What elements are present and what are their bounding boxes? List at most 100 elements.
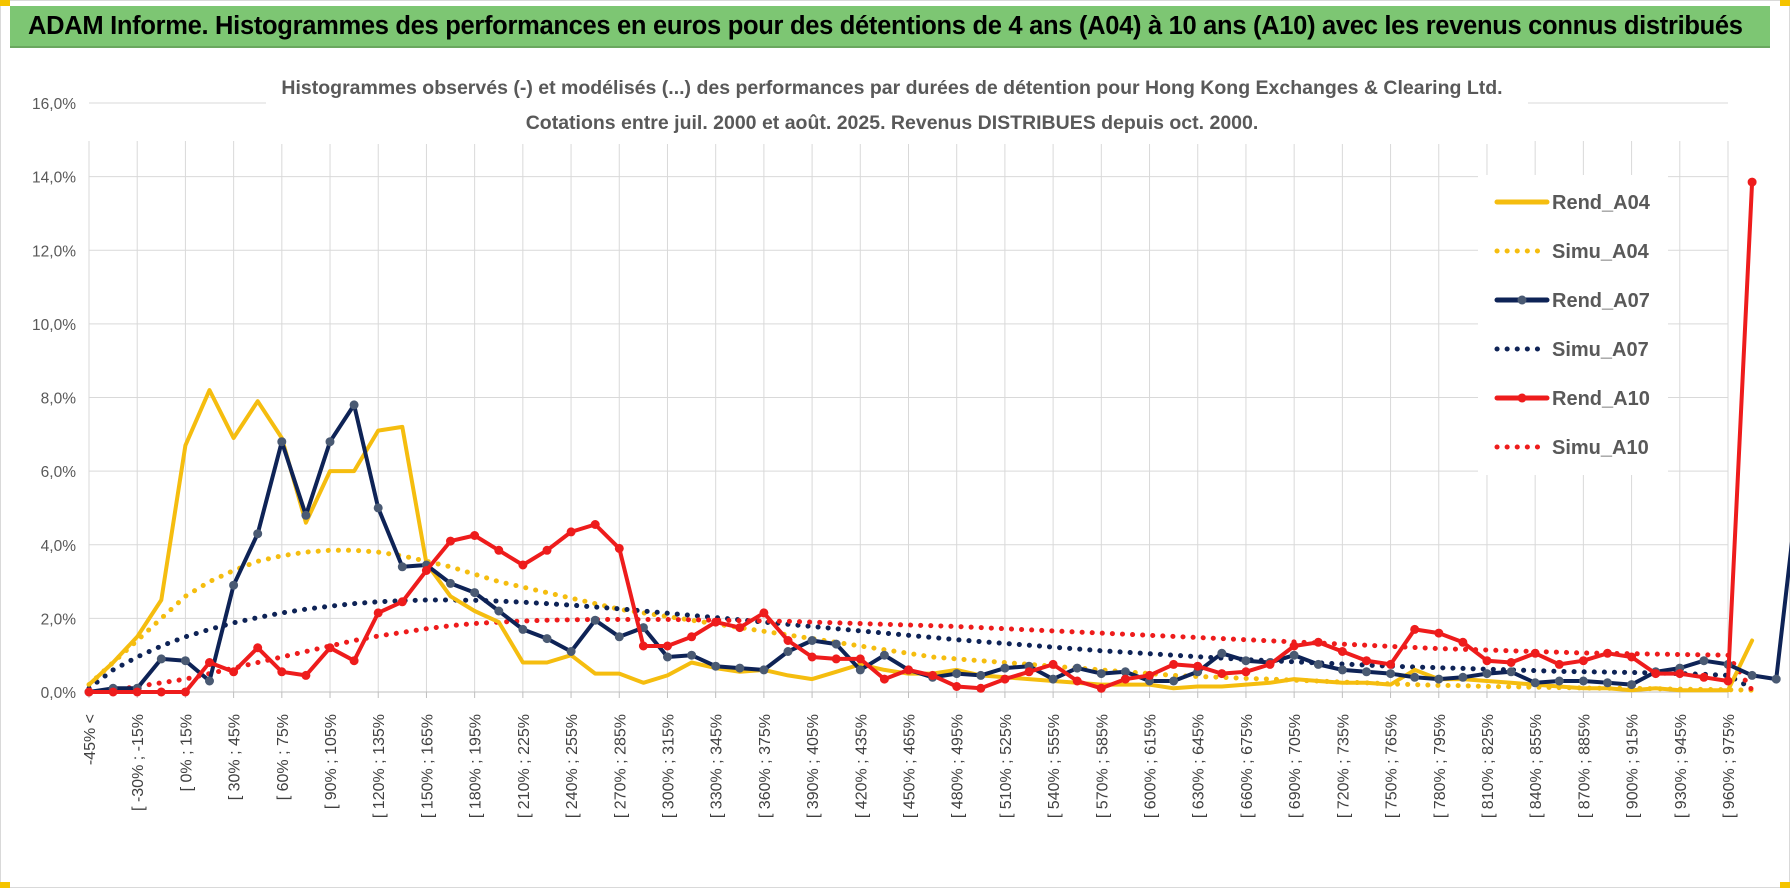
x-tick-label: [ 630% ; 645% bbox=[1191, 714, 1208, 818]
y-tick-label: 4,0% bbox=[41, 538, 77, 555]
data-point-rend-a07 bbox=[205, 676, 214, 686]
x-tick-label: [ 150% ; 165% bbox=[419, 714, 436, 818]
data-point-rend-a10 bbox=[229, 667, 239, 677]
data-point-rend-a07 bbox=[783, 647, 793, 656]
data-point-rend-a07 bbox=[1699, 656, 1709, 666]
data-point-rend-a10 bbox=[132, 687, 142, 697]
data-point-rend-a10 bbox=[904, 665, 913, 675]
data-point-rend-a10 bbox=[1120, 674, 1130, 684]
x-tick-label: [ 240% ; 255% bbox=[564, 714, 581, 818]
data-point-rend-a07 bbox=[1072, 663, 1082, 673]
data-point-rend-a10 bbox=[1362, 656, 1371, 666]
data-point-rend-a10 bbox=[1554, 659, 1564, 669]
data-point-rend-a10 bbox=[1217, 669, 1227, 679]
frame-corner-top-left bbox=[0, 0, 10, 6]
data-point-rend-a07 bbox=[1337, 665, 1347, 675]
x-tick-label: [ 420% ; 435% bbox=[853, 714, 870, 818]
data-point-rend-a07 bbox=[1169, 676, 1179, 686]
data-point-rend-a07 bbox=[1747, 670, 1757, 680]
data-point-rend-a07 bbox=[1000, 663, 1010, 673]
data-point-rend-a07 bbox=[1386, 669, 1396, 679]
data-point-rend-a07 bbox=[518, 624, 528, 634]
data-point-rend-a10 bbox=[421, 566, 431, 575]
x-tick-label: [ 960% ; 975% bbox=[1721, 714, 1738, 818]
data-point-rend-a10 bbox=[1434, 628, 1444, 638]
data-point-rend-a07 bbox=[614, 632, 624, 642]
data-point-rend-a10 bbox=[1458, 637, 1468, 647]
series-layer bbox=[84, 177, 1790, 697]
data-point-rend-a07 bbox=[301, 510, 311, 520]
x-tick-label: [ 390% ; 405% bbox=[805, 714, 822, 818]
data-point-rend-a07 bbox=[277, 437, 287, 447]
data-point-rend-a10 bbox=[1145, 670, 1154, 680]
data-point-rend-a10 bbox=[1193, 661, 1203, 671]
data-point-rend-a07 bbox=[1482, 669, 1492, 679]
chart-title: Histogrammes observés (-) et modélisés (… bbox=[281, 77, 1502, 99]
data-point-rend-a07 bbox=[446, 578, 455, 588]
data-point-rend-a10 bbox=[711, 617, 721, 627]
data-point-rend-a10 bbox=[373, 608, 383, 618]
data-point-rend-a07 bbox=[566, 647, 576, 656]
data-point-rend-a10 bbox=[494, 545, 504, 555]
x-tick-label: -45% < bbox=[82, 714, 99, 765]
data-point-rend-a07 bbox=[397, 562, 407, 572]
data-point-rend-a07 bbox=[494, 606, 504, 616]
x-tick-label: [ 270% ; 285% bbox=[612, 714, 629, 818]
y-tick-label: 2,0% bbox=[41, 611, 77, 628]
data-point-rend-a10 bbox=[542, 545, 552, 555]
chart-subtitle: Cotations entre juil. 2000 et août. 2025… bbox=[526, 112, 1259, 134]
legend: Rend_A04 Simu_A04 Rend_A07 Simu_A07 Rend_A10… bbox=[1478, 175, 1668, 475]
data-point-rend-a10 bbox=[180, 687, 190, 697]
data-point-rend-a10 bbox=[349, 656, 359, 666]
legend-marker-rend-a07 bbox=[1517, 295, 1527, 305]
frame-corner-bottom-right bbox=[1780, 882, 1790, 888]
data-point-rend-a10 bbox=[590, 520, 600, 529]
data-point-rend-a07 bbox=[1603, 678, 1612, 688]
data-point-rend-a10 bbox=[759, 608, 769, 618]
x-tick-label: [ 870% ; 885% bbox=[1576, 714, 1593, 818]
y-tick-label: 6,0% bbox=[41, 464, 77, 481]
data-point-rend-a10 bbox=[566, 527, 576, 537]
data-point-rend-a10 bbox=[807, 652, 817, 662]
x-tick-label: [ 0% ; 15% bbox=[178, 714, 195, 791]
x-tick-label: [ 120% ; 135% bbox=[371, 714, 388, 818]
x-tick-label: [ 810% ; 825% bbox=[1480, 714, 1497, 818]
x-tick-label: [ 780% ; 795% bbox=[1432, 714, 1449, 818]
data-point-rend-a10 bbox=[446, 536, 455, 546]
data-point-rend-a07 bbox=[879, 650, 889, 660]
x-tick-label: [ 660% ; 675% bbox=[1239, 714, 1256, 818]
legend-label-simu-a07: Simu_A07 bbox=[1552, 339, 1649, 361]
data-point-rend-a07 bbox=[855, 665, 865, 675]
data-point-rend-a10 bbox=[1699, 672, 1709, 682]
data-point-rend-a10 bbox=[1072, 676, 1082, 686]
data-point-rend-a07 bbox=[1289, 650, 1299, 660]
report-banner: ADAM Informe. Histogrammes des performan… bbox=[10, 6, 1770, 48]
data-point-rend-a10 bbox=[928, 670, 938, 680]
x-tick-label: [ -30% ; -15% bbox=[130, 714, 147, 811]
y-tick-label: 12,0% bbox=[32, 243, 76, 260]
x-tick-label: [ 570% ; 585% bbox=[1094, 714, 1111, 818]
data-point-rend-a07 bbox=[542, 634, 552, 644]
x-tick-label: [ 540% ; 555% bbox=[1046, 714, 1063, 818]
data-point-rend-a10 bbox=[1675, 669, 1685, 679]
data-point-rend-a10 bbox=[783, 636, 793, 645]
data-point-rend-a07 bbox=[1530, 678, 1540, 688]
data-point-rend-a07 bbox=[807, 636, 817, 645]
title-background bbox=[266, 68, 1528, 144]
data-point-rend-a07 bbox=[759, 665, 769, 675]
data-point-rend-a07 bbox=[229, 580, 239, 590]
data-point-rend-a07 bbox=[831, 639, 841, 649]
data-point-rend-a07 bbox=[1458, 672, 1468, 682]
legend-label-rend-a04: Rend_A04 bbox=[1552, 192, 1651, 214]
data-point-rend-a10 bbox=[518, 560, 528, 570]
data-point-rend-a10 bbox=[1024, 667, 1034, 677]
data-point-rend-a10 bbox=[735, 623, 745, 633]
data-point-rend-a07 bbox=[180, 656, 190, 666]
frame-corner-bottom-left bbox=[0, 882, 10, 888]
y-tick-label: 8,0% bbox=[41, 391, 77, 408]
data-point-rend-a10 bbox=[397, 597, 407, 607]
data-point-rend-a10 bbox=[84, 687, 94, 697]
data-point-rend-a10 bbox=[1651, 669, 1661, 679]
data-point-rend-a07 bbox=[952, 669, 962, 679]
